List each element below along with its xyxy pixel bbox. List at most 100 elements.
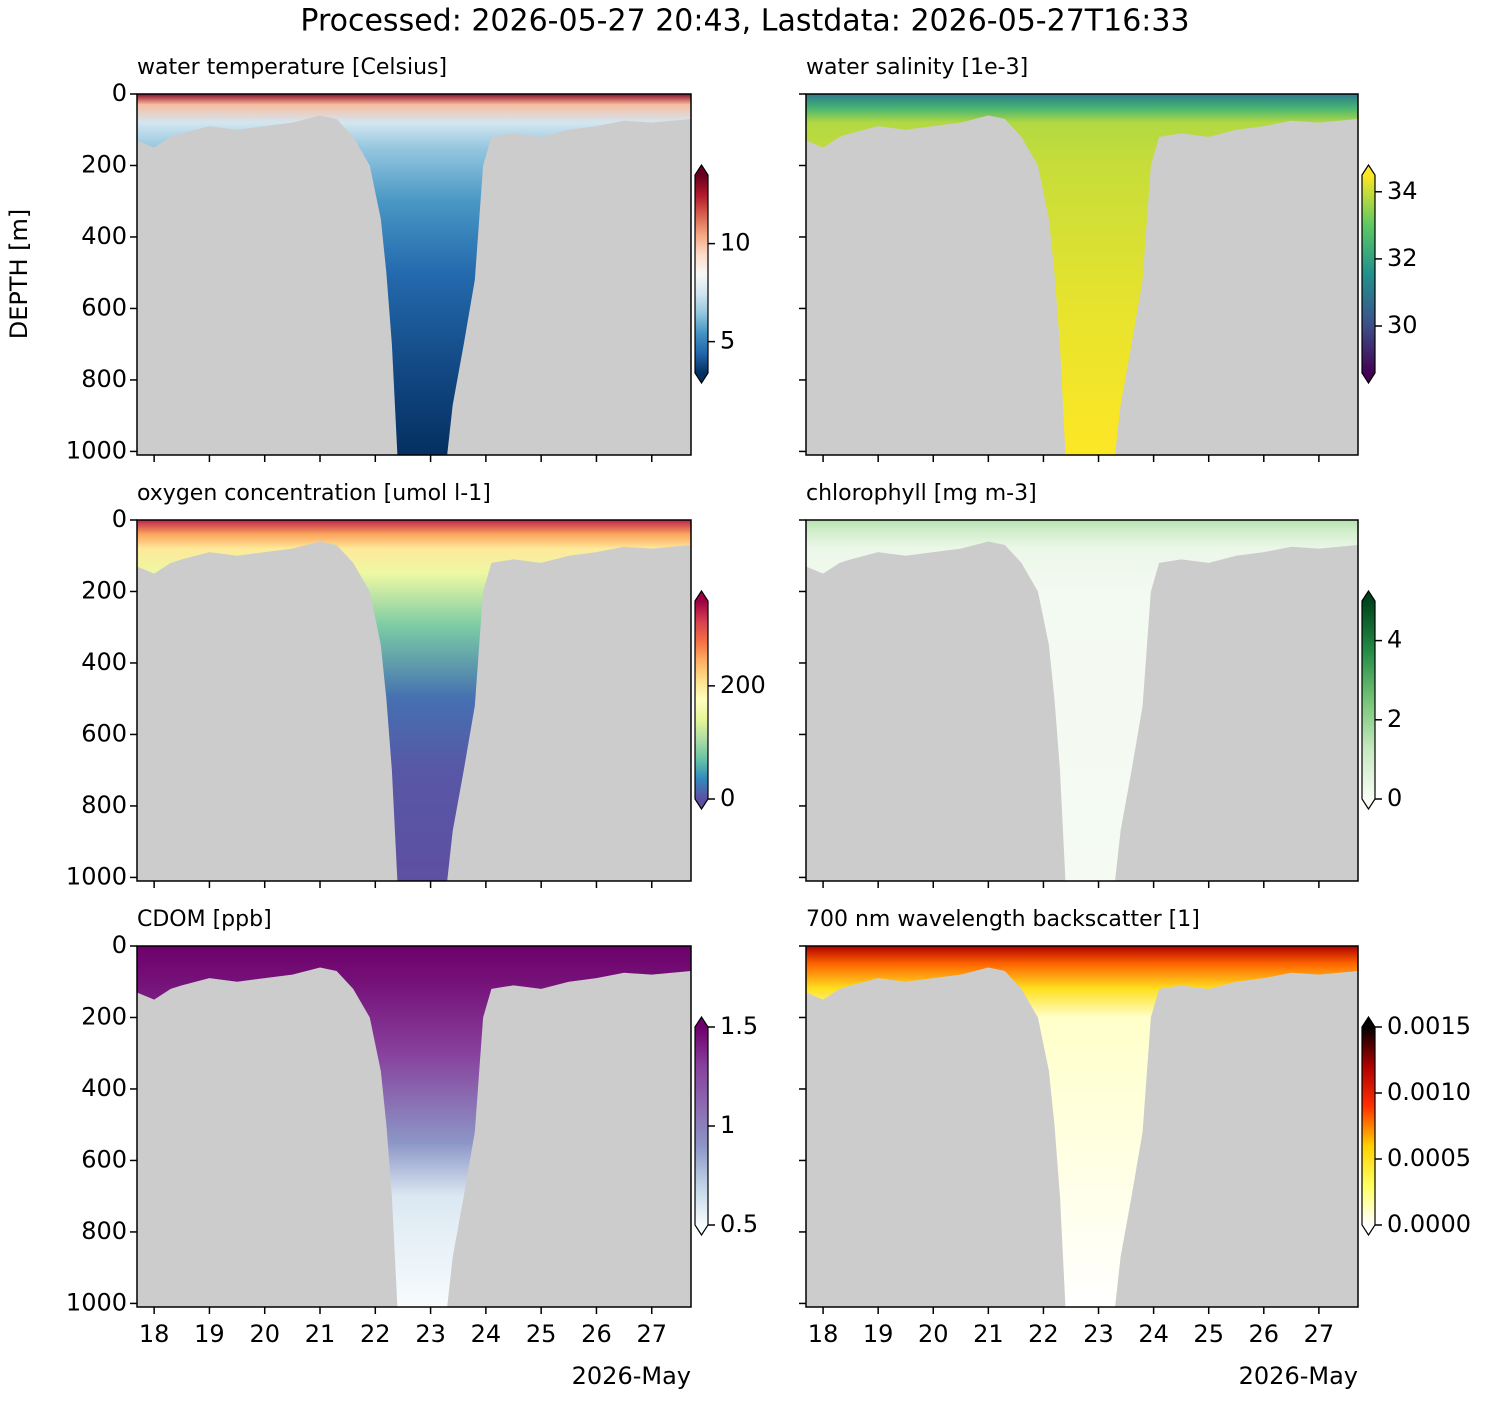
- y-tick-label: 0: [112, 931, 127, 959]
- y-tick-label: 1000: [66, 436, 127, 464]
- panel: CDOM [ppb] 0 200 400 600 800 1000 18 19 20 21 22 23 2…: [66, 907, 758, 1390]
- plot-frame: [136, 93, 692, 456]
- x-tick-label: 27: [1304, 1320, 1335, 1348]
- y-tick-label: 200: [81, 150, 127, 178]
- y-tick-label: 0: [112, 505, 127, 533]
- y-tick-label: 400: [81, 1074, 127, 1102]
- section-field: [806, 520, 1358, 881]
- colorbar-extend-top: [695, 1017, 708, 1027]
- plot-frame: [136, 945, 692, 1308]
- panel: oxygen concentration [umol l-1] 0 200 400 60…: [66, 481, 766, 890]
- x-tick-label: 23: [415, 1320, 446, 1348]
- y-tick-label: 200: [81, 1002, 127, 1030]
- colorbar: [1362, 601, 1375, 799]
- colorbar-tick-label: 30: [1387, 311, 1418, 339]
- colorbar-extend-bottom: [1362, 799, 1375, 809]
- x-tick-label: 18: [808, 1320, 839, 1348]
- colorbar-tick-label: 34: [1387, 177, 1418, 205]
- panel: water salinity [1e-3] 30 32 34: [799, 55, 1418, 462]
- colorbar-tick-label: 0.5: [720, 1210, 758, 1238]
- y-axis-label: DEPTH [m]: [5, 209, 33, 340]
- colorbar-tick-label: 0.0000: [1387, 1210, 1471, 1238]
- panel: 700 nm wavelength backscatter [1]18 19 20 2…: [799, 907, 1471, 1390]
- colorbar-extend-top: [1362, 591, 1375, 601]
- colorbar-frame: [694, 163, 709, 385]
- colorbar-tick-label: 32: [1387, 244, 1418, 272]
- panel: chlorophyll [mg m-3] 0 2 4: [799, 481, 1402, 888]
- y-tick-label: 200: [81, 576, 127, 604]
- x-tick-label: 20: [249, 1320, 280, 1348]
- colorbar-extend-top: [695, 591, 708, 601]
- colorbar-extend-top: [1362, 1017, 1375, 1027]
- colorbar-extend-bottom: [1362, 373, 1375, 383]
- colorbar-tick-label: 0.0010: [1387, 1078, 1471, 1106]
- section-field: [806, 94, 1358, 455]
- colorbar-extend-top: [1362, 165, 1375, 175]
- colorbar: [1362, 1027, 1375, 1225]
- x-tick-label: 22: [1028, 1320, 1059, 1348]
- plot-frame: [136, 519, 692, 882]
- section-field: [137, 94, 691, 455]
- x-axis-label: 2026-May: [1239, 1362, 1358, 1390]
- colorbar: [1362, 175, 1375, 373]
- colorbar-tick-label: 200: [720, 671, 766, 699]
- y-tick-label: 600: [81, 719, 127, 747]
- x-tick-label: 23: [1083, 1320, 1114, 1348]
- x-tick-label: 18: [139, 1320, 170, 1348]
- colorbar: [695, 601, 708, 799]
- panel-title: chlorophyll [mg m-3]: [806, 481, 1037, 506]
- y-tick-label: 1000: [66, 1288, 127, 1316]
- x-tick-label: 21: [973, 1320, 1004, 1348]
- colorbar-extend-bottom: [1362, 1225, 1375, 1235]
- x-tick-label: 19: [863, 1320, 894, 1348]
- y-tick-label: 800: [81, 791, 127, 819]
- x-tick-label: 24: [471, 1320, 502, 1348]
- panel-title: water salinity [1e-3]: [806, 55, 1028, 80]
- plot-frame: [805, 519, 1359, 882]
- x-tick-label: 26: [1249, 1320, 1280, 1348]
- colorbar-tick-label: 5: [720, 327, 735, 355]
- x-tick-label: 22: [360, 1320, 391, 1348]
- colorbar-tick-label: 0.0005: [1387, 1144, 1471, 1172]
- section-field: [137, 520, 691, 881]
- colorbar-extend-bottom: [695, 1225, 708, 1235]
- x-tick-label: 24: [1138, 1320, 1169, 1348]
- colorbar: [695, 1027, 708, 1225]
- y-tick-label: 400: [81, 648, 127, 676]
- colorbar-extend-bottom: [695, 373, 708, 383]
- y-tick-label: 600: [81, 1145, 127, 1173]
- figure-title: Processed: 2026-05-27 20:43, Lastdata: 2…: [300, 4, 1189, 39]
- panel-title: water temperature [Celsius]: [137, 55, 447, 80]
- colorbar-tick-label: 0.0015: [1387, 1012, 1471, 1040]
- y-tick-label: 1000: [66, 862, 127, 890]
- x-tick-label: 27: [636, 1320, 667, 1348]
- y-tick-label: 0: [112, 79, 127, 107]
- x-tick-label: 25: [1193, 1320, 1224, 1348]
- colorbar-frame: [1361, 163, 1376, 385]
- panel-title: CDOM [ppb]: [137, 907, 272, 932]
- section-field: [806, 946, 1358, 1307]
- panel-title: oxygen concentration [umol l-1]: [137, 481, 491, 506]
- y-tick-label: 400: [81, 222, 127, 250]
- x-tick-label: 20: [918, 1320, 949, 1348]
- colorbar-extend-top: [695, 165, 708, 175]
- y-tick-label: 800: [81, 365, 127, 393]
- plot-frame: [805, 945, 1359, 1308]
- y-tick-label: 600: [81, 293, 127, 321]
- x-tick-label: 19: [194, 1320, 225, 1348]
- colorbar-tick-label: 1: [720, 1111, 735, 1139]
- section-field: [137, 946, 691, 1307]
- colorbar-tick-label: 0: [720, 784, 735, 812]
- plot-frame: [805, 93, 1359, 456]
- x-tick-label: 26: [581, 1320, 612, 1348]
- colorbar-tick-label: 0: [1387, 784, 1402, 812]
- x-tick-label: 25: [526, 1320, 557, 1348]
- x-axis-label: 2026-May: [572, 1362, 691, 1390]
- colorbar-tick-label: 10: [720, 229, 751, 257]
- colorbar-tick-label: 1.5: [720, 1012, 758, 1040]
- panel: water temperature [Celsius] 0 200 400 600 800…: [5, 55, 751, 464]
- y-tick-label: 800: [81, 1217, 127, 1245]
- panel-title: 700 nm wavelength backscatter [1]: [806, 907, 1200, 932]
- colorbar-extend-bottom: [695, 799, 708, 809]
